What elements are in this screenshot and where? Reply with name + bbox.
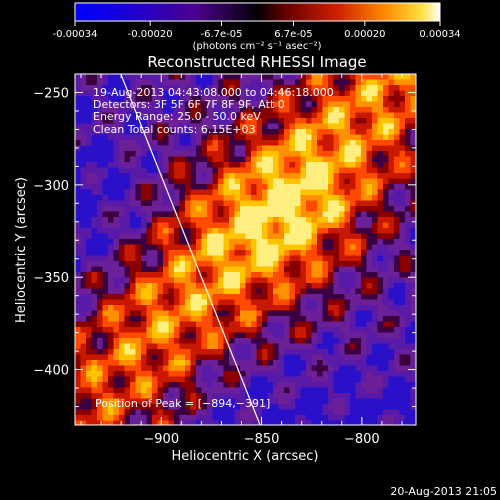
annotation-clean: Clean Total counts: 6.15E+03 <box>93 123 256 136</box>
colorbar-tick-label: 0.00020 <box>344 29 385 40</box>
y-tick-label: −350 <box>33 271 69 286</box>
colorbar-ticks: -0.00034 -0.00020 -6.7e-05 6.7e-05 0.00020 0.… <box>53 21 461 40</box>
y-tick-label: −400 <box>33 364 69 379</box>
annotation-block: 19‑Aug‑2013 04:43:08.000 to 04:46:18.000… <box>93 86 334 410</box>
colorbar-tick-label: 0.00034 <box>419 29 460 40</box>
plot-area <box>75 74 416 425</box>
annotation-detectors: Detectors: 3F 5F 6F 7F 8F 9F, Att 0 <box>93 98 285 111</box>
colorbar: -0.00034 -0.00020 -6.7e-05 6.7e-05 0.00020 0.… <box>53 2 461 52</box>
x-axis-ticks: −900 −850 −800 <box>80 74 403 447</box>
x-tick-label: −900 <box>143 432 179 447</box>
plot-frame <box>74 73 417 426</box>
x-tick-label: −800 <box>344 432 380 447</box>
colorbar-tick-label: -0.00034 <box>53 29 98 40</box>
x-axis-label: Heliocentric X (arcsec) <box>172 449 319 464</box>
y-tick-label: −300 <box>33 179 69 194</box>
colorbar-gradient <box>74 2 441 22</box>
chart-title: Reconstructed RHESSI Image <box>147 53 366 71</box>
colorbar-tick-label: -0.00020 <box>128 29 173 40</box>
x-tick-label: −850 <box>244 432 280 447</box>
annotation-energy: Energy Range: 25.0 ‑ 50.0 keV <box>93 110 261 123</box>
y-axis-label: Heliocentric Y (arcsec) <box>14 177 29 323</box>
solar-limb-line <box>120 74 261 425</box>
y-axis-ticks: −250 −300 −350 −400 <box>33 73 416 408</box>
heatmap <box>75 74 416 425</box>
footer-timestamp: 20‑Aug‑2013 21:05 <box>390 485 497 498</box>
y-tick-label: −250 <box>33 86 69 101</box>
annotation-time: 19‑Aug‑2013 04:43:08.000 to 04:46:18.000 <box>93 86 334 99</box>
colorbar-tick-label: 6.7e-05 <box>274 29 312 40</box>
colorbar-tick-label: -6.7e-05 <box>201 29 243 40</box>
colorbar-unit-label: (photons cm⁻² s⁻¹ asec⁻²) <box>192 41 321 52</box>
peak-position-label: Position of Peak = [−894,−391] <box>95 397 270 410</box>
